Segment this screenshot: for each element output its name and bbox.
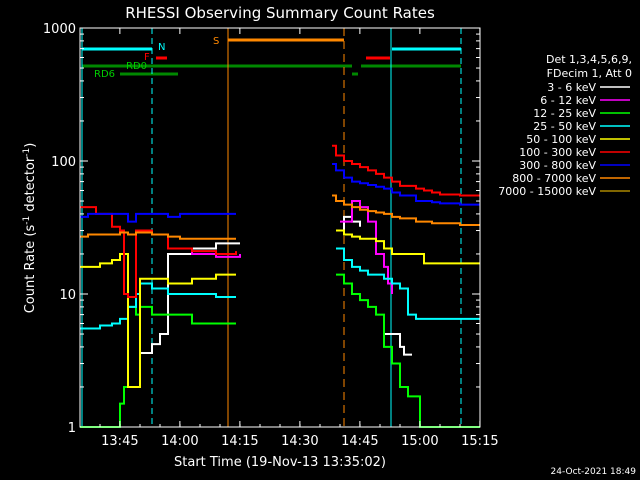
y-axis: 1 10 100 1000 [43, 22, 480, 436]
series-line-4 [80, 229, 480, 388]
y-axis-label-part2: detector [23, 156, 38, 216]
legend-label-6: 300 - 800 keV [519, 159, 596, 172]
legend-header-1: Det 1,3,4,5,6,9, [546, 53, 632, 66]
y-tick-label-3: 1000 [43, 22, 76, 37]
legend-header-2: FDecim 1, Att 0 [547, 67, 632, 80]
x-tick-label-1: 14:00 [161, 434, 198, 449]
x-tick-label-4: 14:45 [341, 434, 378, 449]
x-tick-label-2: 14:15 [221, 434, 258, 449]
legend: Det 1,3,4,5,6,9, FDecim 1, Att 0 3 - 6 k… [498, 53, 632, 198]
legend-label-1: 6 - 12 keV [540, 94, 596, 107]
x-axis-label: Start Time (19-Nov-13 13:35:02) [174, 455, 386, 470]
x-axis: 13:45 14:00 14:15 14:30 14:45 15:00 15:15 [79, 28, 499, 449]
legend-label-8: 7000 - 15000 keV [498, 185, 596, 198]
legend-label-0: 3 - 6 keV [547, 81, 596, 94]
y-axis-label-part3: ) [23, 143, 38, 148]
legend-label-2: 12 - 25 keV [533, 107, 596, 120]
annotation-s: S [213, 36, 219, 47]
x-tick-label-6: 15:15 [461, 434, 498, 449]
timestamp: 24-Oct-2021 18:49 [551, 467, 637, 477]
y-tick-label-1: 10 [59, 288, 76, 303]
series-line-6 [80, 163, 480, 223]
y-axis-label: Count Rate (s-1 detector-1) [22, 143, 38, 314]
x-tick-label-0: 13:45 [101, 434, 138, 449]
legend-label-3: 25 - 50 keV [533, 120, 596, 133]
annotation-f: F [144, 52, 150, 63]
chart-title: RHESSI Observing Summary Count Rates [125, 4, 435, 22]
annotation-n: N [158, 42, 165, 53]
series-line-7 [80, 194, 480, 240]
legend-label-7: 800 - 7000 keV [512, 172, 596, 185]
annotation-rd6: RD6 [94, 69, 115, 80]
y-axis-label-part1: Count Rate (s [23, 225, 38, 314]
y-tick-label-2: 100 [51, 155, 76, 170]
annotation-rd0: RD0 [126, 61, 147, 72]
y-axis-label-sup1: -1 [22, 216, 32, 225]
y-tick-label-0: 1 [68, 421, 76, 436]
y-axis-label-sup2: -1 [22, 148, 32, 157]
series-line-5 [80, 144, 480, 298]
x-tick-label-5: 15:00 [401, 434, 438, 449]
legend-label-4: 50 - 100 keV [526, 133, 596, 146]
legend-label-5: 100 - 300 keV [519, 146, 596, 159]
series-layer [80, 144, 480, 428]
x-tick-label-3: 14:30 [281, 434, 318, 449]
